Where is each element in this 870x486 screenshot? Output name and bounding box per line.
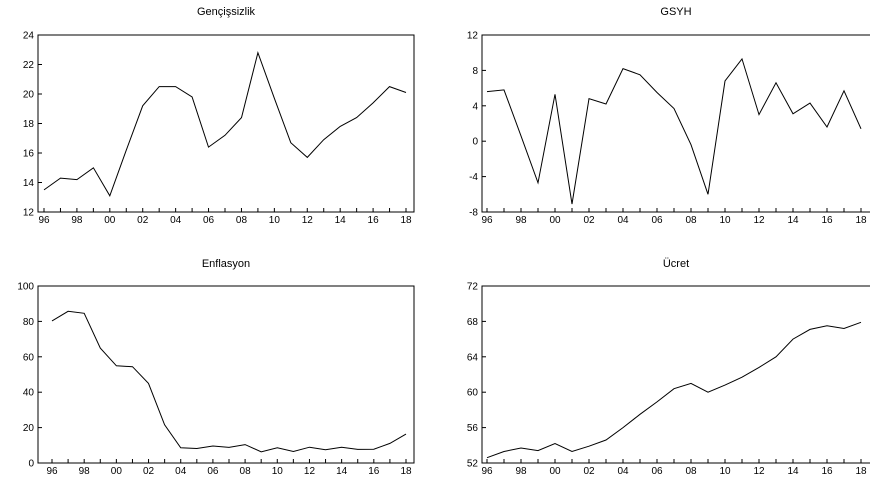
chart-panel-genc-issizlik: Gençişsizlik 12 14 16 18 20 22 24 96 98 00 02 04 06 0…: [23, 6, 415, 226]
chart-panel-enflasyon: Enflasyon 0 20 40 60 80 100 96 98 00 02 04 06 08 10 12…: [17, 258, 415, 477]
plot-area: [37, 285, 415, 464]
x-tick-label: 98: [71, 215, 83, 226]
y-tick-label: 24: [23, 31, 35, 42]
series-line: [486, 57, 862, 205]
x-tick-label: 08: [685, 466, 697, 477]
x-tick-label: 02: [583, 215, 595, 226]
chart-panel-ucret: Ücret 52 56 60 64 68 72 96 98 00 02 04 06 08 10 12 14 16…: [467, 258, 870, 477]
x-tick-label: 14: [787, 215, 799, 226]
x-tick-label: 06: [651, 466, 663, 477]
x-tick-label: 96: [481, 215, 493, 226]
series-line: [51, 310, 407, 453]
y-tick-label: 56: [467, 423, 479, 434]
x-tick-label: 14: [335, 215, 347, 226]
y-tick-label: -4: [469, 172, 478, 183]
y-tick-label: 4: [472, 101, 478, 112]
x-tick-label: 96: [46, 466, 58, 477]
plot-area: [481, 285, 870, 464]
x-tick-label: 08: [236, 215, 248, 226]
chart-title: Ücret: [663, 258, 689, 270]
x-tick-label: 08: [240, 466, 252, 477]
y-tick-label: 68: [467, 317, 479, 328]
x-tick-label: 04: [617, 215, 629, 226]
chart-title: Enflasyon: [202, 258, 250, 270]
x-tick-label: 04: [175, 466, 187, 477]
x-tick-label: 18: [855, 466, 867, 477]
x-tick-label: 16: [368, 466, 380, 477]
y-tick-label: 64: [467, 352, 479, 363]
y-tick-label: 0: [28, 459, 34, 470]
plot-area: [481, 34, 870, 213]
x-tick-label: 12: [304, 466, 316, 477]
x-tick-label: 14: [787, 466, 799, 477]
x-tick-label: 98: [515, 466, 527, 477]
x-tick-label: 16: [368, 215, 380, 226]
y-tick-label: 52: [467, 459, 479, 470]
x-tick-label: 02: [583, 466, 595, 477]
y-tick-label: 100: [17, 282, 34, 293]
x-tick-label: 12: [753, 215, 765, 226]
y-tick-label: 40: [23, 388, 35, 399]
plot-area: [37, 34, 415, 213]
x-tick-label: 18: [400, 466, 412, 477]
x-tick-label: 06: [203, 215, 215, 226]
y-tick-label: 12: [467, 31, 479, 42]
x-tick-label: 16: [821, 466, 833, 477]
x-tick-label: 18: [400, 215, 412, 226]
x-tick-label: 02: [137, 215, 149, 226]
x-tick-label: 10: [719, 215, 731, 226]
y-tick-label: 72: [467, 282, 479, 293]
y-tick-label: 22: [23, 60, 35, 71]
x-tick-label: 18: [855, 215, 867, 226]
series-line: [486, 321, 862, 459]
x-tick-label: 96: [38, 215, 50, 226]
x-tick-label: 12: [753, 466, 765, 477]
y-tick-label: 18: [23, 119, 35, 130]
y-tick-label: 0: [472, 137, 478, 148]
x-tick-label: 00: [549, 466, 561, 477]
y-tick-label: 60: [467, 388, 479, 399]
x-tick-label: 14: [336, 466, 348, 477]
x-tick-label: 98: [515, 215, 527, 226]
x-tick-label: 12: [302, 215, 314, 226]
x-tick-label: 10: [719, 466, 731, 477]
x-tick-label: 06: [207, 466, 219, 477]
y-tick-label: -8: [469, 208, 478, 219]
x-tick-label: 00: [104, 215, 116, 226]
chart-title: Gençişsizlik: [197, 6, 256, 18]
y-tick-label: 80: [23, 317, 35, 328]
x-tick-label: 00: [111, 466, 123, 477]
y-tick-label: 12: [23, 208, 35, 219]
y-tick-label: 16: [23, 149, 35, 160]
x-tick-label: 08: [685, 215, 697, 226]
y-tick-label: 60: [23, 352, 35, 363]
x-tick-label: 04: [170, 215, 182, 226]
y-tick-label: 20: [23, 90, 35, 101]
x-tick-label: 10: [269, 215, 281, 226]
x-tick-label: 98: [79, 466, 91, 477]
y-tick-label: 14: [23, 178, 35, 189]
x-tick-label: 02: [143, 466, 155, 477]
x-tick-label: 00: [549, 215, 561, 226]
y-tick-label: 20: [23, 423, 35, 434]
x-tick-label: 10: [272, 466, 284, 477]
x-tick-label: 96: [481, 466, 493, 477]
x-tick-label: 04: [617, 466, 629, 477]
x-tick-label: 16: [821, 215, 833, 226]
chart-title: GSYH: [660, 6, 691, 18]
x-tick-label: 06: [651, 215, 663, 226]
y-tick-label: 8: [472, 66, 478, 77]
